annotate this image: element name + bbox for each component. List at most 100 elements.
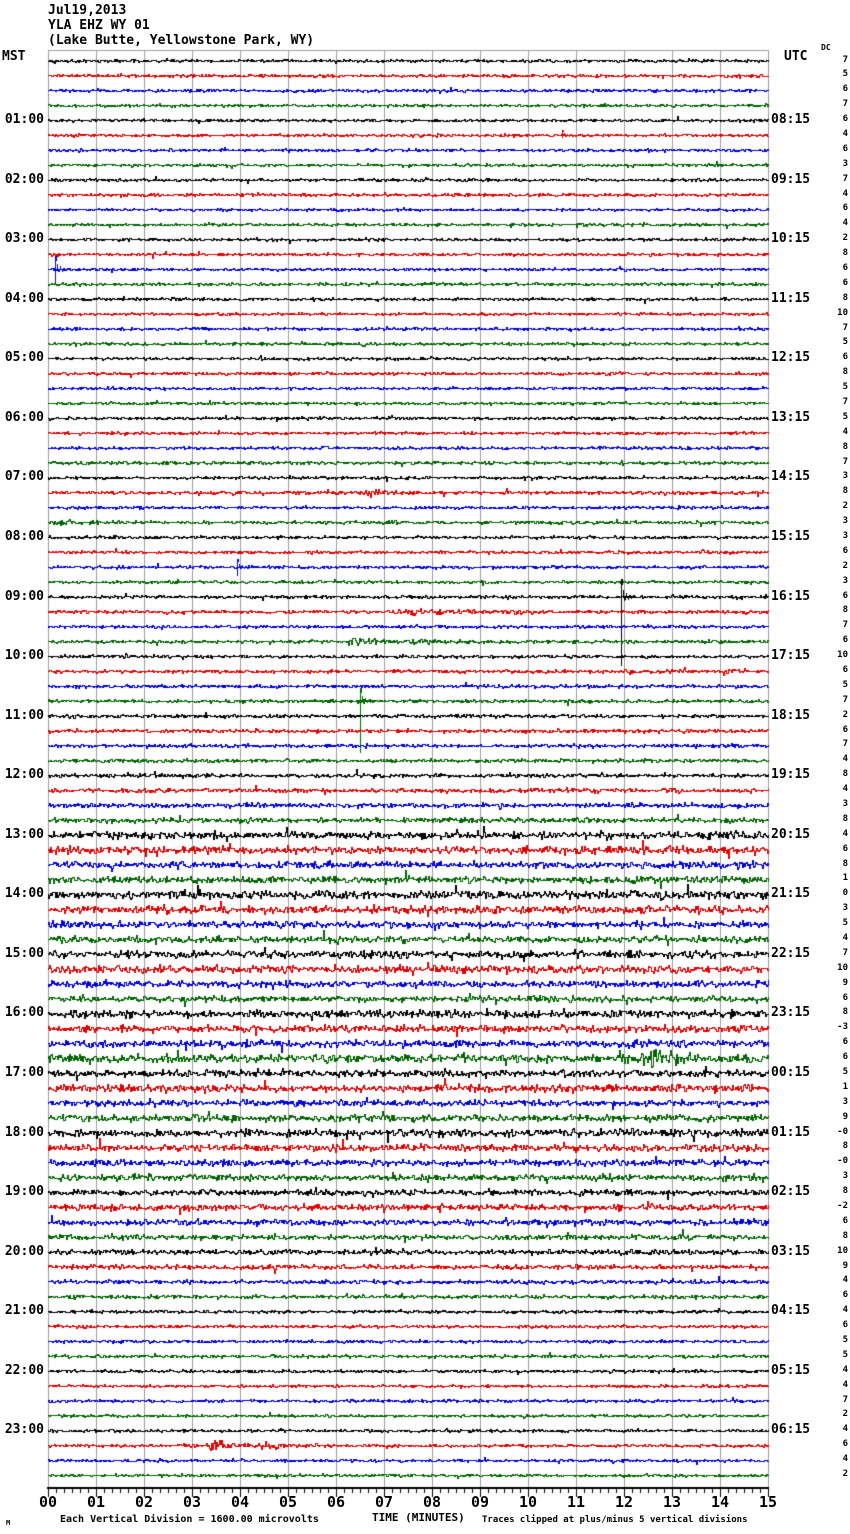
x-tick-label: 15 xyxy=(758,1493,778,1511)
dc-value: 6 xyxy=(842,84,848,95)
utc-hour-label: 11:15 xyxy=(771,290,811,306)
dc-value: 6 xyxy=(842,724,848,735)
utc-hour-label: 13:15 xyxy=(771,409,811,425)
utc-hour-label: 16:15 xyxy=(771,588,811,604)
dc-value: 0 xyxy=(842,888,848,899)
dc-value: 4 xyxy=(842,1454,848,1465)
dc-value: 3 xyxy=(842,471,848,482)
dc-value: 5 xyxy=(842,1067,848,1078)
dc-value: 3 xyxy=(842,516,848,527)
dc-value: 6 xyxy=(842,992,848,1003)
dc-value: 3 xyxy=(842,903,848,914)
dc-value: 10 xyxy=(837,962,848,973)
dc-value: 5 xyxy=(842,411,848,422)
mst-hour-label: 11:00 xyxy=(4,707,44,723)
dc-value: 8 xyxy=(842,1007,848,1018)
utc-hour-label: 20:15 xyxy=(771,826,811,842)
dc-value: 5 xyxy=(842,1349,848,1360)
dc-value: 4 xyxy=(842,218,848,229)
dc-value: 2 xyxy=(842,501,848,512)
utc-hour-label: 12:15 xyxy=(771,350,811,366)
dc-value: 2 xyxy=(842,560,848,571)
dc-value: 1 xyxy=(842,873,848,884)
utc-hour-label: 00:15 xyxy=(771,1065,811,1081)
dc-value: 4 xyxy=(842,188,848,199)
dc-value: 4 xyxy=(842,1275,848,1286)
dc-value: 3 xyxy=(842,530,848,541)
dc-value: 7 xyxy=(842,54,848,65)
dc-value: 3 xyxy=(842,158,848,169)
dc-value: 7 xyxy=(842,620,848,631)
x-tick-label: 01 xyxy=(86,1493,106,1511)
dc-value: 3 xyxy=(842,1096,848,1107)
mst-hour-label: 13:00 xyxy=(4,826,44,842)
dc-value: 8 xyxy=(842,248,848,259)
dc-value: 6 xyxy=(842,664,848,675)
dc-value: 10 xyxy=(837,650,848,661)
dc-value: 10 xyxy=(837,1245,848,1256)
x-tick-label: 10 xyxy=(518,1493,538,1511)
dc-value: 6 xyxy=(842,262,848,273)
dc-value: 8 xyxy=(842,486,848,497)
dc-value: 7 xyxy=(842,396,848,407)
x-tick-label: 04 xyxy=(230,1493,250,1511)
x-tick-label: 06 xyxy=(326,1493,346,1511)
mst-hour-label: 14:00 xyxy=(4,886,44,902)
dc-value: 5 xyxy=(842,679,848,690)
mst-hour-label: 16:00 xyxy=(4,1005,44,1021)
dc-value: 4 xyxy=(842,1364,848,1375)
dc-value: 4 xyxy=(842,828,848,839)
dc-value: 3 xyxy=(842,575,848,586)
dc-value: 8 xyxy=(842,1141,848,1152)
utc-hour-label: 14:15 xyxy=(771,469,811,485)
utc-hour-label: 17:15 xyxy=(771,648,811,664)
dc-value: 5 xyxy=(842,69,848,80)
dc-value: 9 xyxy=(842,977,848,988)
x-tick-label: 03 xyxy=(182,1493,202,1511)
dc-value: 8 xyxy=(842,292,848,303)
x-axis-title: TIME (MINUTES) xyxy=(372,1511,465,1524)
mst-hour-label: 04:00 xyxy=(4,290,44,306)
utc-hour-label: 10:15 xyxy=(771,231,811,247)
clip-note: Traces clipped at plus/minus 5 vertical … xyxy=(482,1515,748,1525)
dc-value: 5 xyxy=(842,382,848,393)
dc-value: 7 xyxy=(842,1394,848,1405)
dc-value: 6 xyxy=(842,1320,848,1331)
mst-hour-label: 12:00 xyxy=(4,767,44,783)
dc-value: 6 xyxy=(842,114,848,125)
mst-hour-label: 08:00 xyxy=(4,528,44,544)
mst-hour-label: 09:00 xyxy=(4,588,44,604)
dc-value: 3 xyxy=(842,799,848,809)
utc-hour-label: 21:15 xyxy=(771,886,811,902)
x-tick-label: 11 xyxy=(566,1493,586,1511)
dc-value: 6 xyxy=(842,277,848,288)
dc-value: 10 xyxy=(837,307,848,318)
dc-value: 4 xyxy=(842,128,848,139)
dc-value: 7 xyxy=(842,456,848,467)
utc-hour-label: 06:15 xyxy=(771,1422,811,1438)
dc-value: 8 xyxy=(842,858,848,869)
x-tick-label: 09 xyxy=(470,1493,490,1511)
dc-value: 5 xyxy=(842,337,848,348)
mst-hour-label: 20:00 xyxy=(4,1243,44,1259)
utc-hour-label: 23:15 xyxy=(771,1005,811,1021)
mst-hour-label: 03:00 xyxy=(4,231,44,247)
x-tick-label: 08 xyxy=(422,1493,442,1511)
dc-value: 7 xyxy=(842,947,848,958)
dc-value: 6 xyxy=(842,1439,848,1450)
dc-value: 4 xyxy=(842,754,848,765)
dc-value: 8 xyxy=(842,1230,848,1241)
dc-value: 6 xyxy=(842,352,848,363)
dc-value: 6 xyxy=(842,1037,848,1048)
dc-value: 9 xyxy=(842,1260,848,1271)
dc-value: 8 xyxy=(842,1186,848,1197)
mst-hour-label: 15:00 xyxy=(4,945,44,961)
x-tick-label: 12 xyxy=(614,1493,634,1511)
vertical-scale-note: Each Vertical Division = 1600.00 microvo… xyxy=(60,1514,319,1525)
x-tick-label: 00 xyxy=(38,1493,58,1511)
dc-value: 2 xyxy=(842,709,848,720)
x-tick-label: 02 xyxy=(134,1493,154,1511)
dc-value: 7 xyxy=(842,739,848,750)
